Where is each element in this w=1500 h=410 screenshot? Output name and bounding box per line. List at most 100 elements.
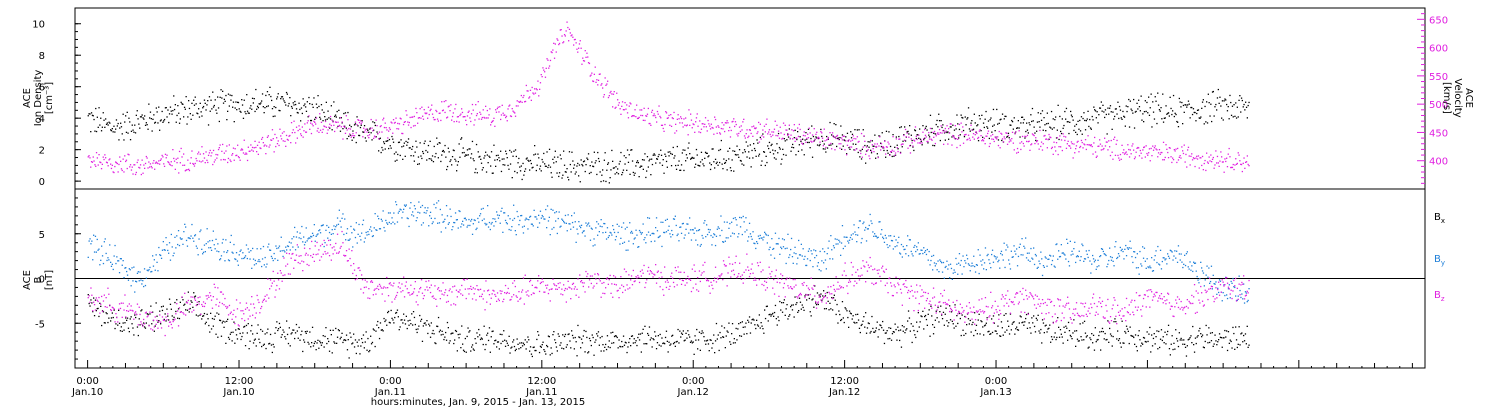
density-point xyxy=(862,129,864,131)
field-point xyxy=(106,313,108,315)
density-point xyxy=(796,138,798,141)
field-point xyxy=(268,343,270,345)
density-point xyxy=(712,148,714,150)
density-point xyxy=(508,168,510,170)
field-point xyxy=(535,216,537,218)
field-point xyxy=(592,245,594,247)
field-point xyxy=(293,329,295,331)
velocity-point xyxy=(483,116,485,119)
field-point xyxy=(422,222,424,224)
field-point xyxy=(633,338,635,340)
field-point xyxy=(137,334,139,337)
velocity-point xyxy=(870,139,872,142)
density-point xyxy=(1236,106,1238,108)
velocity-point xyxy=(139,167,141,169)
density-point xyxy=(1017,120,1019,122)
field-point xyxy=(493,225,495,227)
field-point xyxy=(447,327,449,329)
field-point xyxy=(112,316,114,319)
velocity-point xyxy=(363,127,365,129)
density-point xyxy=(819,143,821,146)
density-point xyxy=(782,153,785,156)
field-point xyxy=(746,229,748,231)
density-point xyxy=(691,156,693,159)
field-point xyxy=(235,258,237,261)
density-point xyxy=(775,158,777,160)
field-point xyxy=(622,242,624,244)
density-point xyxy=(187,116,189,118)
field-point xyxy=(210,247,212,249)
density-point xyxy=(306,101,308,103)
velocity-point xyxy=(1219,160,1221,162)
density-point xyxy=(121,133,123,135)
field-point xyxy=(266,263,268,265)
field-point xyxy=(846,310,848,312)
velocity-point xyxy=(527,90,529,92)
velocity-point xyxy=(670,114,672,116)
field-point xyxy=(792,262,794,264)
velocity-point xyxy=(651,109,654,111)
velocity-point xyxy=(95,152,98,154)
velocity-point xyxy=(1197,155,1200,157)
field-point xyxy=(232,331,234,333)
field-point xyxy=(627,249,629,251)
density-point xyxy=(450,159,452,161)
velocity-point xyxy=(843,135,845,137)
density-point xyxy=(542,161,544,163)
density-point xyxy=(347,111,349,114)
field-point xyxy=(1067,339,1069,341)
velocity-point xyxy=(1124,152,1126,154)
density-point xyxy=(988,137,990,140)
field-point xyxy=(1007,320,1009,322)
velocity-point xyxy=(919,142,922,144)
velocity-point xyxy=(318,131,320,133)
velocity-point xyxy=(992,138,995,140)
velocity-point xyxy=(285,145,287,147)
field-point xyxy=(655,227,657,229)
density-point xyxy=(209,110,211,112)
field-point xyxy=(423,322,425,325)
density-point xyxy=(967,107,970,109)
velocity-point xyxy=(836,135,838,137)
density-point xyxy=(390,147,392,149)
field-point xyxy=(145,277,147,279)
velocity-point xyxy=(993,140,995,143)
field-point xyxy=(911,341,913,344)
field-point xyxy=(838,310,840,312)
velocity-point xyxy=(270,139,272,141)
density-point xyxy=(671,153,673,155)
density-point xyxy=(640,165,642,167)
density-point xyxy=(544,163,546,165)
density-point xyxy=(1080,116,1083,118)
velocity-point xyxy=(398,123,401,125)
field-point xyxy=(260,328,262,331)
velocity-point xyxy=(1122,152,1124,154)
field-point xyxy=(580,226,582,229)
field-point xyxy=(551,228,553,230)
velocity-point xyxy=(466,115,469,117)
density-point xyxy=(447,147,449,149)
field-point xyxy=(238,254,240,256)
density-point xyxy=(577,162,579,165)
field-point xyxy=(1117,330,1119,332)
density-point xyxy=(444,144,446,147)
density-point xyxy=(308,96,310,99)
velocity-point xyxy=(225,150,227,152)
velocity-point xyxy=(1115,143,1117,145)
density-point xyxy=(1030,114,1032,116)
density-point xyxy=(1063,124,1065,127)
density-point xyxy=(411,148,413,150)
velocity-point xyxy=(754,127,756,130)
velocity-point xyxy=(549,59,552,62)
velocity-point xyxy=(230,160,232,163)
velocity-point xyxy=(87,156,89,158)
density-point xyxy=(690,158,692,160)
field-point xyxy=(233,321,235,323)
velocity-point xyxy=(633,115,635,117)
velocity-point xyxy=(300,133,302,135)
density-point xyxy=(1221,117,1223,119)
density-point xyxy=(188,100,190,102)
field-point xyxy=(1047,328,1049,330)
velocity-point xyxy=(780,132,782,134)
density-point xyxy=(524,168,527,170)
